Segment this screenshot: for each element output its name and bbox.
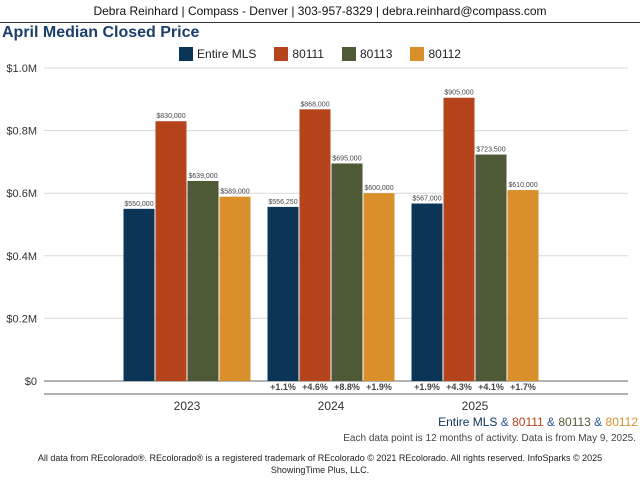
change-label: +1.1% [270,382,296,392]
data-label: $600,000 [364,185,393,192]
change-label: +1.9% [366,382,392,392]
x-tick-label: 2025 [462,399,489,413]
bar [219,196,251,381]
bar [443,97,475,382]
legend-label: Entire MLS [197,47,257,61]
data-label: $556,250 [268,199,297,206]
bar [507,190,539,381]
bottom-legend-80112: 80112 [605,415,638,429]
bar [299,109,331,381]
x-tick-label: 2024 [318,399,345,413]
data-label: $905,000 [444,90,473,97]
bottom-legend-80111: 80111 [512,415,544,429]
change-label: +1.7% [510,382,536,392]
bar [331,163,363,381]
bar [155,121,187,382]
bottom-legend-sep: & [543,415,559,429]
legend-swatch [179,47,194,61]
change-label: +4.3% [446,382,472,392]
bottom-legend-entire-mls: Entire MLS [438,415,498,429]
data-label: $868,000 [300,101,329,108]
y-tick-label: $0.6M [6,188,37,200]
bar [363,193,395,381]
bottom-legend-sep: & [497,415,513,429]
footer-line-2: ShowingTime Plus, LLC. [270,465,370,475]
data-note: Each data point is 12 months of activity… [343,433,636,444]
legend-swatch [274,47,289,61]
y-tick-label: $0.8M [6,126,37,138]
data-label: $830,000 [156,113,185,120]
chart-legend: Entire MLS 80111 80113 80112 [0,44,640,64]
legend-item-80112[interactable]: 80112 [410,47,461,61]
change-label: +4.1% [478,382,504,392]
legend-item-80111[interactable]: 80111 [274,47,324,61]
legend-label: 80113 [359,47,393,61]
bottom-legend-sep: & [590,415,606,429]
data-label: $567,000 [412,196,441,203]
bar [187,180,219,381]
contact-header: Debra Reinhard | Compass - Denver | 303-… [0,0,640,23]
x-tick-label: 2023 [174,399,201,413]
y-tick-label: $0 [25,376,37,388]
change-label: +8.8% [334,382,360,392]
change-label: +4.6% [302,382,328,392]
footer: All data from REcolorado®. REcolorado® i… [0,452,640,476]
data-label: $610,000 [508,182,537,189]
change-label: +1.9% [414,382,440,392]
footer-line-1: All data from REcolorado®. REcolorado® i… [37,453,603,463]
bar [267,206,299,381]
bar [475,154,507,381]
data-label: $695,000 [332,155,361,162]
bottom-legend: Entire MLS & 80111 & 80113 & 80112 [438,415,638,429]
bar [123,208,155,381]
chart-title: April Median Closed Price [2,24,200,41]
data-label: $550,000 [124,201,153,208]
legend-item-80113[interactable]: 80113 [341,47,393,61]
data-label: $589,000 [220,189,249,196]
y-tick-label: $0.2M [6,313,37,325]
data-label: $723,500 [476,147,505,154]
bottom-legend-80113: 80113 [558,415,591,429]
y-tick-label: $1.0M [6,63,37,75]
y-tick-label: $0.4M [6,251,37,263]
legend-item-entire-mls[interactable]: Entire MLS [179,47,256,61]
legend-swatch [410,47,425,61]
legend-label: 80112 [428,47,461,61]
data-label: $639,000 [188,173,217,180]
legend-swatch [341,47,356,61]
contact-text: Debra Reinhard | Compass - Denver | 303-… [93,4,547,18]
bar [411,203,443,381]
legend-label: 80111 [292,47,324,61]
